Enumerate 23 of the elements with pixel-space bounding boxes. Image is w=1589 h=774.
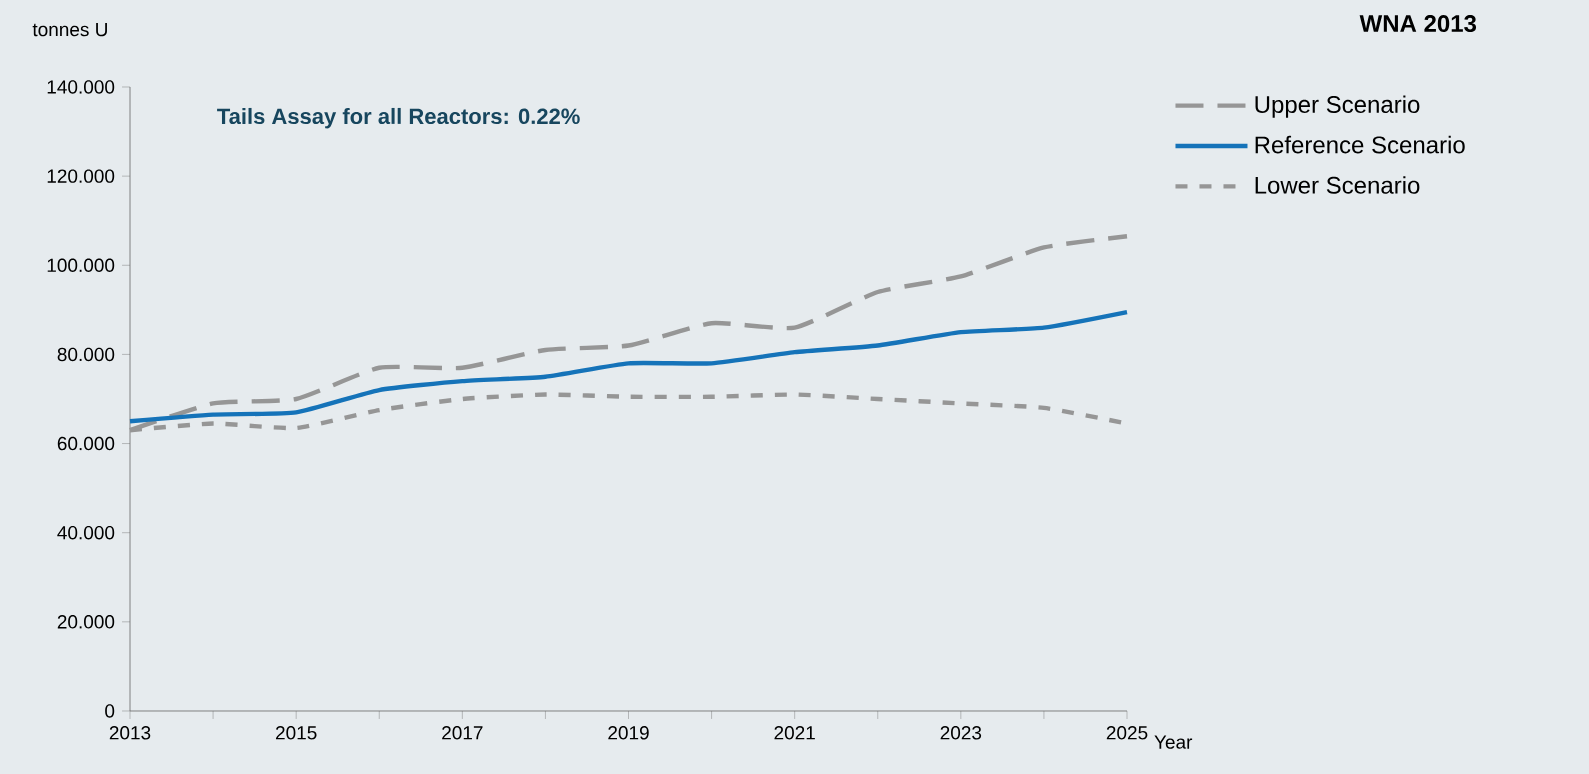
text: WNA 2013 <box>1359 15 1477 33</box>
legend-label: Lower Scenario <box>1255 176 1420 194</box>
x-tick-label: 2021 <box>774 726 815 740</box>
y-tick-label: 120.000 <box>47 169 115 183</box>
x-tick-label: 2019 <box>608 726 649 740</box>
y-tick-label: 0 <box>105 704 115 718</box>
y-tick-label: 140.000 <box>47 80 115 94</box>
y-axis-title: tonnes U <box>32 22 107 37</box>
line-series <box>127 309 1130 424</box>
legend-label: Reference Scenario <box>1255 135 1465 154</box>
x-tick-label: 2017 <box>442 726 483 740</box>
y-tick-label: 60.000 <box>57 436 115 451</box>
y-tick-label: 40.000 <box>57 525 115 540</box>
annotation: Tails Assay for all Reactors: 0.22% <box>217 107 580 129</box>
y-tick-label: 80.000 <box>57 347 115 362</box>
x-tick-label: 2015 <box>275 726 317 740</box>
x-axis-title: Year <box>1154 735 1193 749</box>
y-tick-label: 100.000 <box>47 258 115 272</box>
x-tick-label: 2025 <box>1106 726 1148 740</box>
y-tick-label: 20.000 <box>57 615 115 629</box>
x-tick-label: 2023 <box>940 726 982 740</box>
legend-label: Upper Scenario <box>1255 95 1420 118</box>
x-tick-label: 2013 <box>109 726 151 740</box>
